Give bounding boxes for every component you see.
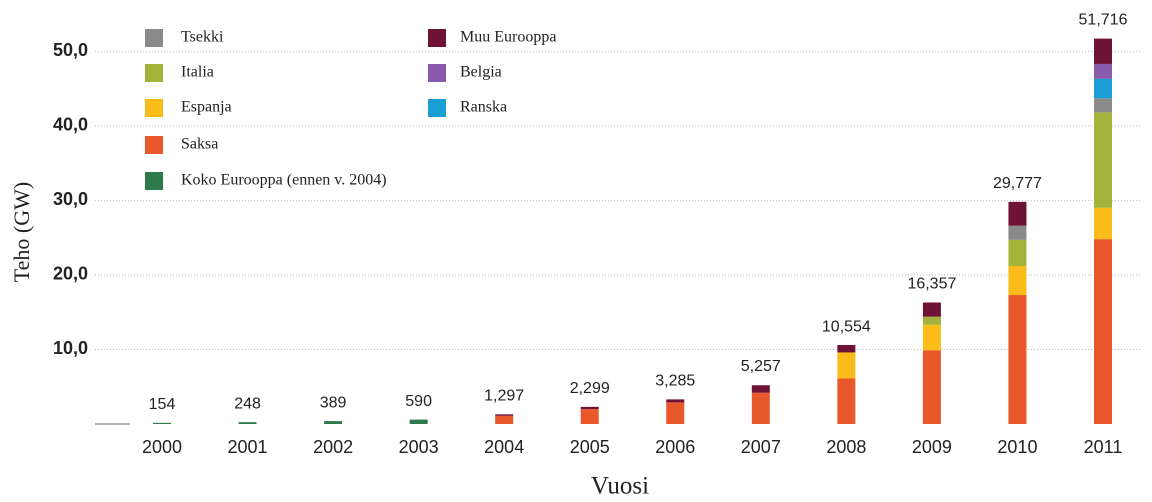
total-label: 1,297 — [484, 388, 524, 405]
total-label: 2,299 — [570, 380, 610, 397]
total-label: 29,777 — [993, 175, 1042, 192]
bar-segment — [1008, 265, 1027, 296]
legend-label: Saksa — [181, 136, 218, 153]
legend-swatch — [145, 99, 163, 117]
bar-segment — [1094, 207, 1112, 240]
bar-segment — [238, 422, 257, 424]
bar-segment — [837, 344, 856, 353]
y-tick-label: 40,0 — [53, 115, 88, 135]
total-label: 389 — [320, 394, 347, 411]
x-tick-label: 2003 — [399, 437, 439, 457]
legend-swatch — [428, 29, 446, 47]
total-label: 10,554 — [822, 319, 871, 336]
total-label: 16,357 — [907, 275, 956, 292]
total-label: 5,257 — [741, 358, 781, 375]
bar-segment — [751, 392, 770, 424]
bar-segment — [922, 350, 941, 424]
legend-label: Tsekki — [181, 29, 224, 46]
legend-label: Ranska — [460, 99, 507, 116]
bar-segment — [324, 421, 343, 424]
x-tick-label: 2007 — [741, 437, 781, 457]
legend-swatch — [145, 172, 163, 190]
y-tick-label: 30,0 — [53, 189, 88, 209]
y-tick-label: 50,0 — [53, 40, 88, 60]
x-tick-label: 2005 — [570, 437, 610, 457]
x-tick-label: 2000 — [142, 437, 182, 457]
bar-segment — [580, 406, 599, 410]
bar-segment — [922, 316, 941, 325]
total-label: 51,716 — [1079, 12, 1128, 29]
y-tick-label: 20,0 — [53, 264, 88, 284]
x-tick-label: 2006 — [655, 437, 695, 457]
legend-label: Espanja — [181, 99, 232, 116]
bar-segment — [1008, 239, 1027, 266]
legend-swatch — [145, 64, 163, 82]
legend-label: Belgia — [460, 64, 502, 81]
legend-swatch — [145, 29, 163, 47]
bar-segment — [1094, 112, 1112, 208]
bar-segment — [666, 399, 685, 403]
x-tick-label: 2004 — [484, 437, 524, 457]
legend-label: Italia — [181, 64, 214, 81]
x-tick-label: 2001 — [228, 437, 268, 457]
bar-segment — [1094, 239, 1112, 424]
bar-segment — [751, 385, 770, 393]
legend-swatch — [428, 99, 446, 117]
bar-segment — [495, 414, 514, 416]
bar-segment — [1008, 295, 1027, 424]
bar-segment — [1094, 63, 1112, 79]
total-label: 248 — [234, 395, 261, 412]
x-tick-label: 2008 — [826, 437, 866, 457]
bar-segment — [1008, 201, 1027, 226]
bar-segment — [666, 402, 685, 424]
y-axis-label: Teho (GW) — [9, 182, 34, 282]
bar-segment — [153, 422, 171, 424]
x-tick-label: 2002 — [313, 437, 353, 457]
total-label: 590 — [405, 393, 432, 410]
legend-swatch — [428, 64, 446, 82]
bar-segment — [1094, 38, 1112, 64]
legend-label: Koko Eurooppa (ennen v. 2004) — [181, 172, 387, 189]
bar-segment — [1008, 225, 1027, 240]
bar-segment — [837, 378, 856, 424]
total-label: 154 — [149, 396, 176, 413]
bar-segment — [1094, 98, 1112, 113]
bar-segment — [837, 352, 856, 379]
x-tick-label: 2009 — [912, 437, 952, 457]
legend-swatch — [145, 136, 163, 154]
bar-segment — [409, 419, 428, 424]
bar-segment — [580, 409, 599, 424]
x-tick-label: 2011 — [1084, 437, 1123, 457]
total-label: 3,285 — [655, 373, 695, 390]
x-axis-label: Vuosi — [591, 473, 649, 500]
legend-label: Muu Eurooppa — [460, 29, 556, 46]
x-tick-label: 2010 — [997, 437, 1037, 457]
bar-segment — [1094, 78, 1112, 99]
bar-segment — [922, 324, 941, 351]
y-tick-label: 10,0 — [53, 338, 88, 358]
bar-segment — [922, 302, 941, 317]
bar-segment — [495, 415, 514, 424]
